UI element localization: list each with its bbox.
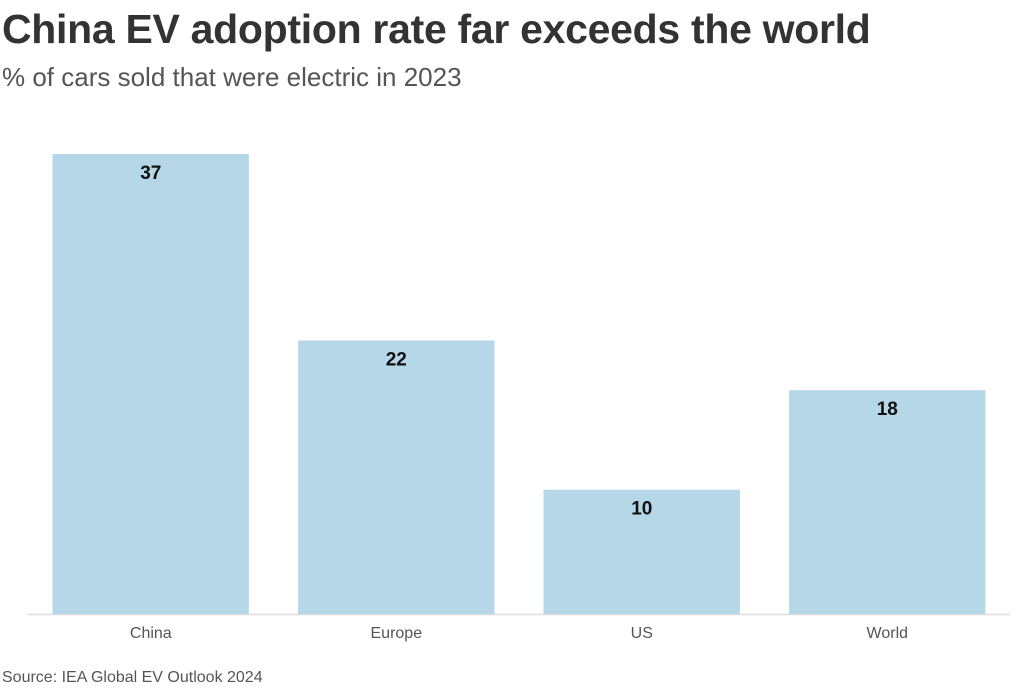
- bar-world: [789, 390, 986, 614]
- data-label-us: 10: [631, 499, 652, 520]
- x-tick-label-world: World: [867, 625, 909, 642]
- chart-title: China EV adoption rate far exceeds the w…: [2, 6, 871, 52]
- source-note: Source: IEA Global EV Outlook 2024: [2, 669, 263, 686]
- bar-us: [543, 489, 740, 614]
- data-label-europe: 22: [386, 350, 407, 371]
- x-tick-label-europe: Europe: [371, 625, 423, 642]
- data-label-china: 37: [140, 163, 161, 184]
- x-tick-label-china: China: [130, 625, 172, 642]
- bar-china: [52, 154, 249, 614]
- data-label-world: 18: [877, 399, 898, 420]
- x-tick-label-us: US: [631, 625, 653, 642]
- bar-chart: 37 China 22 Europe 10 US 18 World: [28, 154, 1010, 642]
- chart-subtitle: % of cars sold that were electric in 202…: [2, 62, 462, 92]
- bar-europe: [298, 340, 495, 614]
